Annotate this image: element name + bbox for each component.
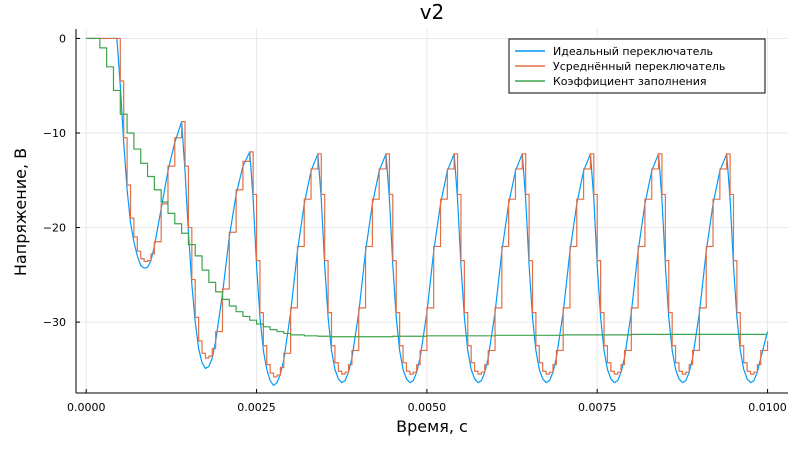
legend-box bbox=[508, 38, 766, 94]
y-tick-label: 0 bbox=[59, 32, 66, 45]
legend: Идеальный переключатель Усреднённый перек… bbox=[508, 38, 766, 94]
y-tick-label: −10 bbox=[43, 127, 66, 140]
ticks-layer: 0.0000 0.0025 0.0050 0.0075 0.0100 0 −10 −20 −30 bbox=[43, 32, 787, 414]
y-tick-label: −20 bbox=[43, 222, 66, 235]
series-layer bbox=[86, 37, 769, 387]
x-tick-label: 0.0100 bbox=[748, 401, 787, 414]
legend-item-averaged-switch-label: Усреднённый переключатель bbox=[553, 60, 725, 73]
y-tick-label: −30 bbox=[43, 316, 66, 329]
series-averaged-switch-line bbox=[86, 37, 769, 378]
y-axis-title: Напряжение, В bbox=[11, 148, 30, 276]
axes-layer bbox=[75, 29, 788, 394]
chart-title: v2 bbox=[420, 0, 445, 24]
x-tick-label: 0.0050 bbox=[408, 401, 447, 414]
x-axis-title: Время, с bbox=[396, 417, 468, 436]
series-duty-cycle-line bbox=[86, 37, 768, 338]
series-ideal-switch-line bbox=[86, 37, 769, 387]
x-tick-label: 0.0075 bbox=[578, 401, 617, 414]
x-tick-label: 0.0000 bbox=[67, 401, 106, 414]
x-tick-label: 0.0025 bbox=[237, 401, 276, 414]
legend-item-duty-cycle-label: Коэффициент заполнения bbox=[553, 75, 707, 88]
legend-item-ideal-switch-label: Идеальный переключатель bbox=[553, 45, 713, 58]
